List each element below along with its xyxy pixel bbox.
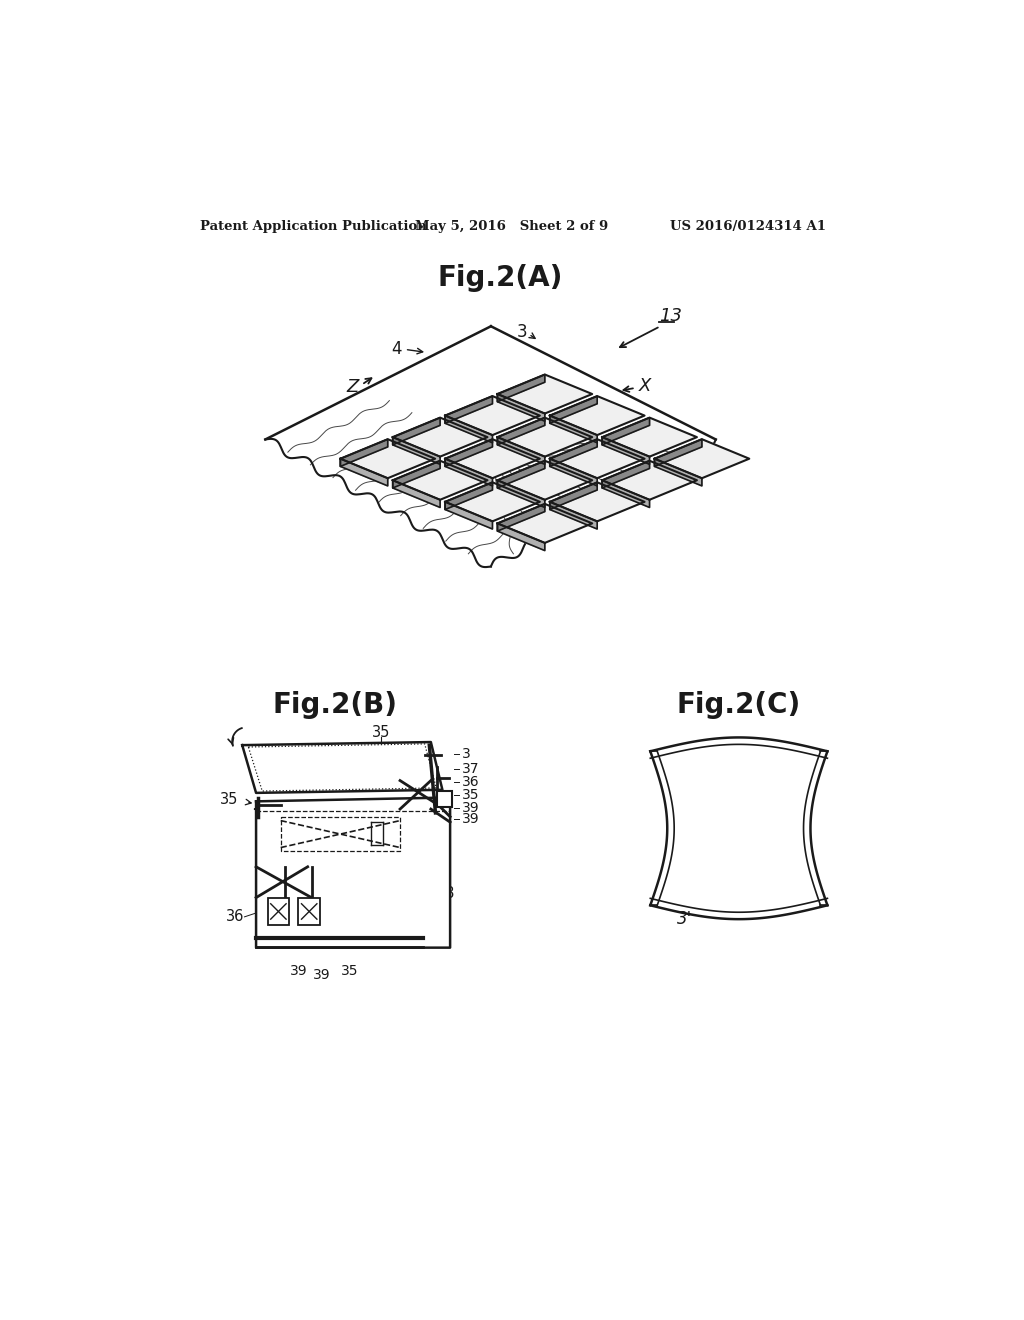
Polygon shape <box>445 502 493 529</box>
Polygon shape <box>602 437 649 465</box>
Text: 35: 35 <box>462 788 479 803</box>
Polygon shape <box>445 440 493 466</box>
Bar <box>267 898 289 924</box>
Polygon shape <box>498 504 545 531</box>
Polygon shape <box>498 504 592 543</box>
Bar <box>298 898 319 924</box>
Text: Fig.2(B): Fig.2(B) <box>272 692 397 719</box>
Text: Fig.2(A): Fig.2(A) <box>437 264 563 292</box>
Polygon shape <box>243 742 442 793</box>
Polygon shape <box>445 482 540 521</box>
Text: 37: 37 <box>462 762 479 776</box>
Polygon shape <box>393 461 487 500</box>
Text: 35: 35 <box>372 725 390 739</box>
Text: 39: 39 <box>462 812 479 826</box>
Polygon shape <box>498 395 545 421</box>
Polygon shape <box>256 797 451 948</box>
Polygon shape <box>550 482 644 521</box>
Polygon shape <box>340 459 388 486</box>
Polygon shape <box>498 461 592 500</box>
Polygon shape <box>602 417 697 457</box>
Text: 36: 36 <box>462 775 479 789</box>
Polygon shape <box>498 480 545 507</box>
Polygon shape <box>393 461 440 488</box>
Text: 4: 4 <box>392 339 402 358</box>
Polygon shape <box>445 482 493 510</box>
Polygon shape <box>602 461 697 500</box>
Polygon shape <box>498 375 545 401</box>
Text: May 5, 2016   Sheet 2 of 9: May 5, 2016 Sheet 2 of 9 <box>416 219 608 232</box>
Polygon shape <box>445 416 493 442</box>
Polygon shape <box>550 459 597 486</box>
Polygon shape <box>550 482 597 510</box>
Polygon shape <box>445 396 493 424</box>
Text: 39: 39 <box>290 964 307 978</box>
Text: 3: 3 <box>516 322 527 341</box>
Text: 3': 3' <box>677 911 692 928</box>
Text: US 2016/0124314 A1: US 2016/0124314 A1 <box>670 219 825 232</box>
Text: 36: 36 <box>226 909 245 924</box>
Polygon shape <box>550 416 597 442</box>
Polygon shape <box>602 461 649 488</box>
Bar <box>437 792 453 807</box>
Text: Z: Z <box>346 378 358 396</box>
Polygon shape <box>550 396 597 424</box>
Polygon shape <box>498 461 545 488</box>
Text: 39: 39 <box>312 968 331 982</box>
Polygon shape <box>654 459 701 486</box>
Polygon shape <box>498 524 545 550</box>
Polygon shape <box>654 440 701 466</box>
Text: 38: 38 <box>437 886 456 902</box>
Text: 13: 13 <box>658 308 682 325</box>
Polygon shape <box>445 459 493 486</box>
Polygon shape <box>550 502 597 529</box>
Polygon shape <box>498 417 592 457</box>
Text: Fig.2(C): Fig.2(C) <box>677 692 801 719</box>
Text: Patent Application Publication: Patent Application Publication <box>200 219 427 232</box>
Polygon shape <box>265 326 716 566</box>
Polygon shape <box>550 440 644 478</box>
Text: 3: 3 <box>462 747 470 760</box>
Text: 39: 39 <box>462 800 479 814</box>
Polygon shape <box>445 440 540 478</box>
Polygon shape <box>550 440 597 466</box>
Polygon shape <box>498 375 592 413</box>
Polygon shape <box>654 440 750 478</box>
Text: 35: 35 <box>220 792 239 808</box>
Polygon shape <box>393 417 440 445</box>
Polygon shape <box>340 440 388 466</box>
Polygon shape <box>393 417 487 457</box>
Polygon shape <box>498 417 545 445</box>
Text: X: X <box>639 376 651 395</box>
Polygon shape <box>393 437 440 465</box>
Polygon shape <box>602 417 649 445</box>
Polygon shape <box>340 440 435 478</box>
Text: 35: 35 <box>341 964 358 978</box>
Polygon shape <box>393 480 440 507</box>
Polygon shape <box>602 480 649 507</box>
Polygon shape <box>550 396 644 436</box>
Polygon shape <box>445 396 540 436</box>
Polygon shape <box>498 437 545 465</box>
